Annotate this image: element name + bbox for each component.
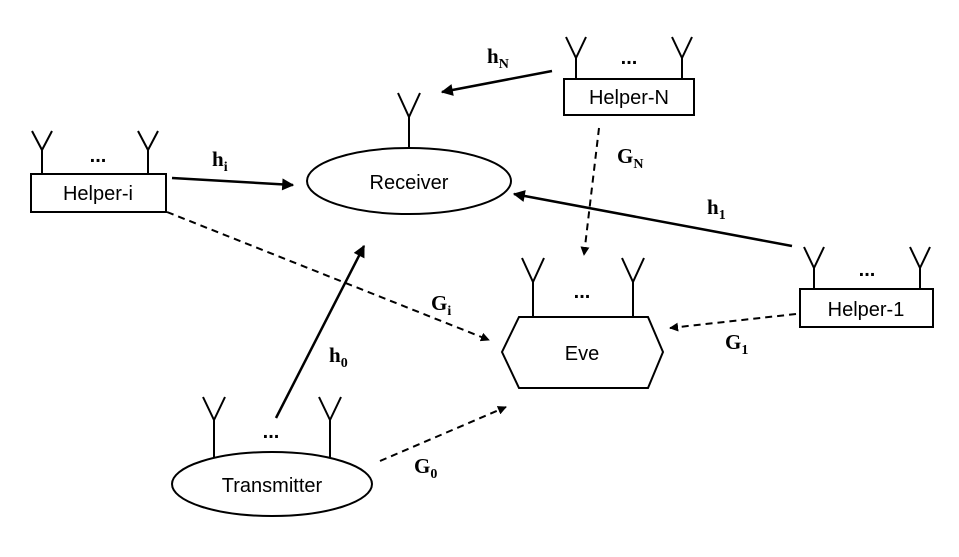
eve-node: ... Eve bbox=[500, 257, 665, 389]
antenna-ellipsis: ... bbox=[90, 145, 107, 167]
antenna-ellipsis: ... bbox=[621, 47, 638, 69]
label-h-1: h1 bbox=[707, 195, 726, 223]
helper-1-label: Helper-1 bbox=[828, 299, 905, 321]
label-h-i: hi bbox=[212, 147, 228, 175]
helper-1-box bbox=[799, 288, 934, 328]
link-h0-arrow bbox=[274, 244, 366, 419]
antenna-icon bbox=[137, 130, 159, 174]
transmitter-label: Transmitter bbox=[222, 475, 323, 497]
antenna-icon bbox=[909, 246, 931, 289]
label-g-1: G1 bbox=[725, 330, 748, 358]
transmitter-shape bbox=[171, 451, 373, 517]
helper-1-node: ... Helper-1 bbox=[799, 246, 934, 328]
label-g-0: G0 bbox=[414, 454, 437, 482]
helper-n-box bbox=[563, 78, 695, 116]
antenna-icon bbox=[521, 257, 545, 317]
label-h-n: hN bbox=[487, 44, 509, 72]
link-hn-arrow bbox=[440, 69, 553, 96]
label-g-n: GN bbox=[617, 144, 643, 172]
antenna-icon bbox=[318, 396, 342, 460]
helper-n-label: Helper-N bbox=[589, 87, 669, 109]
eve-label: Eve bbox=[565, 343, 599, 365]
transmitter-node: ... Transmitter bbox=[171, 396, 373, 517]
receiver-shape bbox=[306, 147, 512, 215]
label-h-0: h0 bbox=[329, 343, 348, 371]
antenna-icon bbox=[565, 36, 587, 79]
link-gn-arrow bbox=[580, 127, 600, 256]
antenna-icon bbox=[31, 130, 53, 174]
antenna-icon bbox=[397, 92, 421, 149]
eve-shape bbox=[500, 316, 665, 389]
link-h1-arrow bbox=[512, 190, 793, 248]
antenna-icon bbox=[803, 246, 825, 289]
antenna-icon bbox=[621, 257, 645, 317]
helper-n-node: ... Helper-N bbox=[563, 36, 695, 116]
receiver-label: Receiver bbox=[370, 172, 449, 194]
link-g0-arrow bbox=[379, 406, 507, 462]
helper-i-box bbox=[30, 173, 167, 213]
antenna-ellipsis: ... bbox=[263, 421, 280, 443]
antenna-icon bbox=[202, 396, 226, 460]
helper-i-label: Helper-i bbox=[63, 183, 133, 205]
link-gi-arrow bbox=[166, 211, 490, 342]
label-g-i: Gi bbox=[431, 291, 451, 319]
antenna-icon bbox=[671, 36, 693, 79]
link-hi-arrow bbox=[171, 176, 295, 191]
receiver-node: Receiver bbox=[306, 92, 512, 215]
antenna-ellipsis: ... bbox=[574, 281, 591, 303]
link-g1-arrow bbox=[669, 313, 797, 332]
helper-i-node: ... Helper-i bbox=[30, 130, 167, 213]
antenna-ellipsis: ... bbox=[859, 259, 876, 281]
